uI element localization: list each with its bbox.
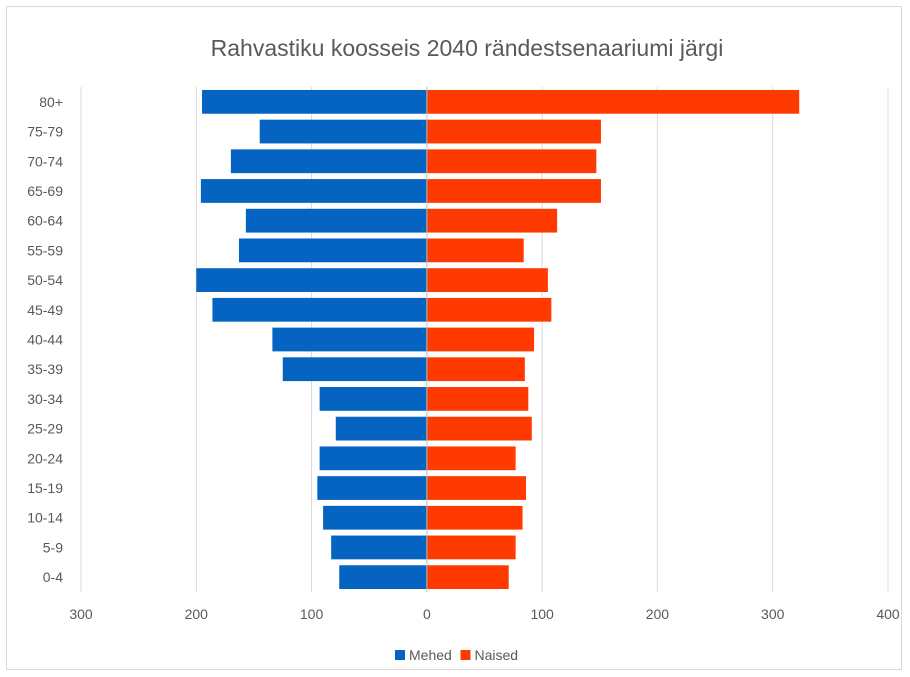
y-tick-label: 55-59 [27, 242, 63, 258]
bar-mehed-60-64 [245, 208, 427, 233]
bar-naised-30-34 [426, 387, 529, 411]
bar-mehed-40-44 [272, 327, 427, 352]
legend-label-naised: Naised [475, 647, 519, 663]
x-tick-label: 300 [69, 606, 93, 622]
y-tick-label: 35-39 [27, 361, 63, 377]
bar-mehed-20-24 [319, 446, 427, 471]
bar-naised-60-64 [426, 208, 558, 233]
bar-naised-80+ [426, 89, 800, 114]
y-tick-label: 65-69 [27, 183, 63, 199]
bar-mehed-25-29 [335, 416, 427, 441]
bar-naised-75-79 [426, 119, 601, 144]
bar-naised-55-59 [426, 238, 524, 263]
x-tick-label: 400 [876, 606, 900, 622]
bar-naised-0-4 [426, 565, 509, 590]
y-tick-label: 15-19 [27, 480, 63, 496]
legend: Mehed Naised [395, 647, 518, 663]
chart-title: Rahvastiku koosseis 2040 rändestsenaariu… [211, 35, 724, 61]
bar-mehed-15-19 [317, 476, 427, 500]
x-tick-label: 100 [530, 606, 554, 622]
y-tick-label: 40-44 [27, 332, 63, 348]
y-tick-label: 80+ [39, 94, 63, 110]
bar-mehed-80+ [202, 89, 427, 114]
bar-naised-15-19 [426, 476, 527, 500]
bar-naised-45-49 [426, 297, 552, 322]
y-tick-label: 75-79 [27, 124, 63, 140]
y-tick-label: 70-74 [27, 153, 63, 169]
bar-naised-5-9 [426, 535, 516, 560]
bar-naised-65-69 [426, 179, 601, 203]
bar-mehed-75-79 [259, 119, 427, 144]
chart-svg: Rahvastiku koosseis 2040 rändestsenaariu… [27, 35, 900, 663]
x-tick-label: 300 [761, 606, 785, 622]
bar-mehed-5-9 [331, 535, 427, 560]
bar-mehed-70-74 [230, 149, 427, 174]
bar-mehed-50-54 [196, 268, 427, 292]
y-tick-label: 5-9 [43, 539, 63, 555]
legend-swatch-mehed [395, 650, 405, 660]
y-tick-label: 60-64 [27, 213, 63, 229]
y-tick-label: 20-24 [27, 450, 63, 466]
bar-mehed-30-34 [319, 387, 427, 411]
y-tick-label: 45-49 [27, 302, 63, 318]
y-tick-label: 25-29 [27, 421, 63, 437]
bar-mehed-45-49 [212, 297, 427, 322]
bar-mehed-0-4 [339, 565, 427, 590]
bar-naised-50-54 [426, 268, 548, 292]
bar-naised-20-24 [426, 446, 516, 471]
x-tick-label: 200 [646, 606, 670, 622]
y-tick-label: 0-4 [43, 569, 63, 585]
bar-naised-40-44 [426, 327, 535, 352]
y-tick-label: 50-54 [27, 272, 63, 288]
x-tick-label: 200 [185, 606, 209, 622]
chart-frame: Rahvastiku koosseis 2040 rändestsenaariu… [6, 6, 902, 670]
bar-mehed-10-14 [323, 505, 427, 530]
legend-swatch-naised [460, 650, 471, 660]
y-axis-labels: 80+ 75-79 70-74 65-69 60-64 55-59 50-54 45-49 40… [27, 94, 63, 585]
bar-naised-25-29 [426, 416, 532, 441]
y-tick-label: 30-34 [27, 391, 63, 407]
y-tick-label: 10-14 [27, 510, 63, 526]
bar-naised-10-14 [426, 505, 523, 530]
bar-mehed-65-69 [200, 179, 427, 203]
x-axis-labels: 300 200 100 0 100 200 300 400 [69, 606, 900, 622]
x-tick-label: 0 [423, 606, 431, 622]
bars-layer [196, 89, 800, 590]
bar-mehed-55-59 [238, 238, 427, 263]
legend-label-mehed: Mehed [409, 647, 452, 663]
bar-mehed-35-39 [282, 357, 427, 382]
x-tick-label: 100 [300, 606, 324, 622]
bar-naised-35-39 [426, 357, 525, 382]
bar-naised-70-74 [426, 149, 597, 174]
